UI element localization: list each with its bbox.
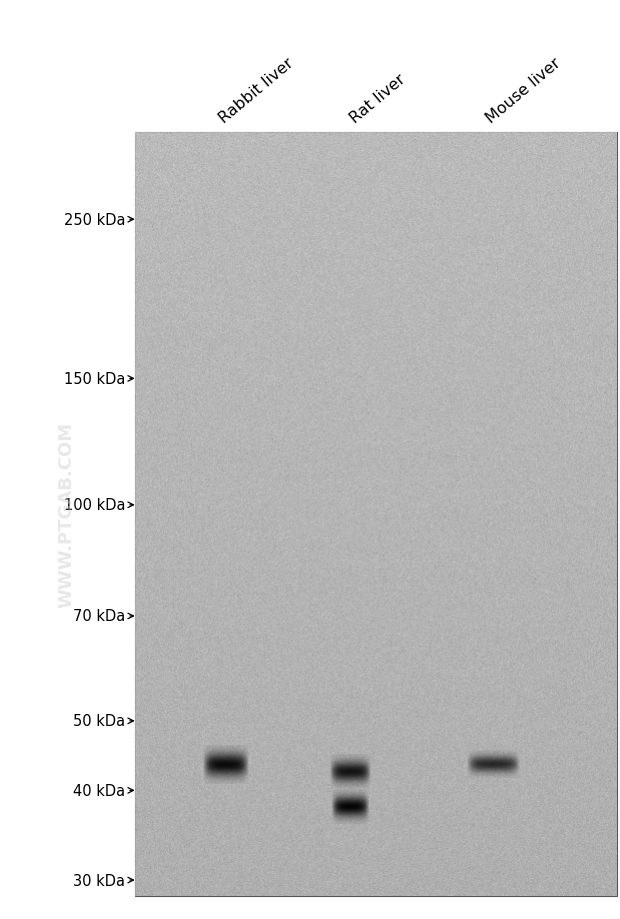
Text: 250 kDa: 250 kDa [64, 212, 125, 228]
Text: 30 kDa: 30 kDa [73, 873, 125, 888]
Text: WWW.PTGAB.COM: WWW.PTGAB.COM [58, 422, 76, 607]
Text: Mouse liver: Mouse liver [483, 55, 564, 126]
Text: Rabbit liver: Rabbit liver [216, 55, 297, 126]
Text: Rat liver: Rat liver [347, 72, 408, 126]
Text: 40 kDa: 40 kDa [73, 783, 125, 798]
Bar [135, 133, 617, 896]
Text: 150 kDa: 150 kDa [64, 371, 125, 387]
Text: 100 kDa: 100 kDa [64, 498, 125, 513]
Text: 50 kDa: 50 kDa [73, 713, 125, 729]
Text: 70 kDa: 70 kDa [73, 608, 125, 624]
